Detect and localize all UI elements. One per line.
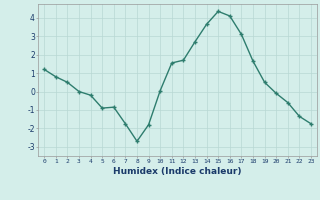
X-axis label: Humidex (Indice chaleur): Humidex (Indice chaleur)	[113, 167, 242, 176]
